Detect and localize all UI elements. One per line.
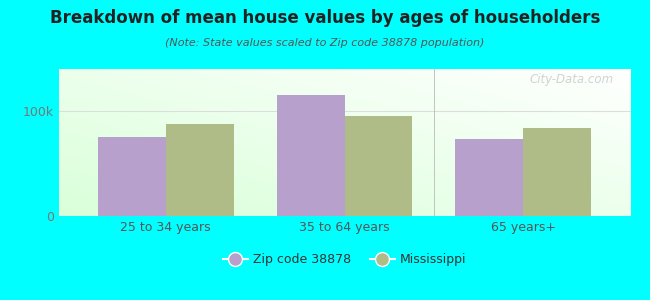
- Bar: [523, 128, 592, 216]
- Bar: [344, 116, 413, 216]
- Bar: [277, 95, 344, 216]
- Bar: [98, 137, 166, 216]
- Legend: Zip code 38878, Mississippi: Zip code 38878, Mississippi: [218, 248, 471, 272]
- Text: City-Data.com: City-Data.com: [529, 74, 614, 86]
- Bar: [166, 124, 234, 216]
- Text: (Note: State values scaled to Zip code 38878 population): (Note: State values scaled to Zip code 3…: [165, 38, 485, 47]
- Text: Breakdown of mean house values by ages of householders: Breakdown of mean house values by ages o…: [50, 9, 600, 27]
- Bar: [456, 139, 523, 216]
